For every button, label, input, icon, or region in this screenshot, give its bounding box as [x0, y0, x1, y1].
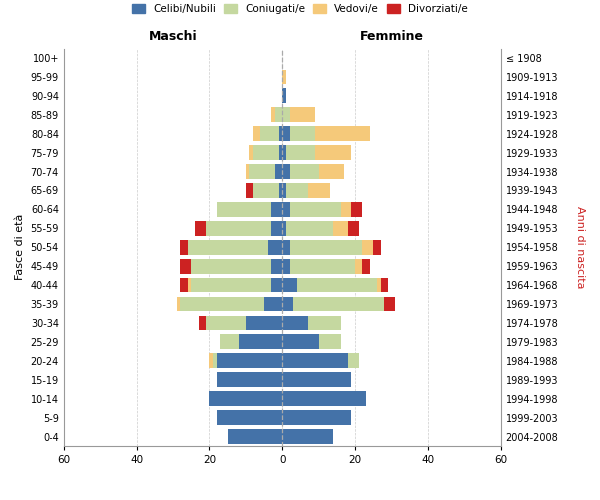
Bar	[253, 126, 260, 141]
Bar	[264, 296, 282, 312]
Bar	[253, 145, 278, 160]
Bar	[286, 183, 308, 198]
Bar	[290, 126, 315, 141]
Bar	[275, 164, 282, 179]
Bar	[275, 108, 282, 122]
Bar	[206, 316, 246, 330]
Bar	[282, 183, 286, 198]
Bar	[308, 316, 341, 330]
Bar	[348, 354, 359, 368]
Bar	[246, 183, 253, 198]
Bar	[319, 164, 344, 179]
Bar	[282, 354, 348, 368]
Bar	[227, 429, 282, 444]
Bar	[282, 108, 290, 122]
Bar	[282, 296, 293, 312]
Bar	[290, 259, 355, 274]
Bar	[271, 278, 282, 292]
Bar	[362, 259, 370, 274]
Bar	[282, 202, 290, 217]
Bar	[341, 202, 352, 217]
Bar	[206, 221, 271, 236]
Bar	[282, 410, 352, 425]
Bar	[191, 278, 271, 292]
Bar	[308, 183, 329, 198]
Bar	[250, 164, 275, 179]
Bar	[282, 316, 308, 330]
Bar	[290, 108, 315, 122]
Bar	[384, 296, 395, 312]
Bar	[239, 334, 282, 349]
Bar	[188, 240, 268, 254]
Bar	[220, 334, 239, 349]
Bar	[213, 354, 217, 368]
Y-axis label: Fasce di età: Fasce di età	[15, 214, 25, 280]
Bar	[250, 145, 253, 160]
Bar	[297, 278, 377, 292]
Bar	[217, 202, 271, 217]
Bar	[380, 278, 388, 292]
Bar	[282, 164, 290, 179]
Bar	[290, 164, 319, 179]
Bar	[209, 392, 282, 406]
Bar	[181, 296, 264, 312]
Bar	[278, 126, 282, 141]
Bar	[282, 126, 290, 141]
Bar	[290, 240, 362, 254]
Bar	[195, 221, 206, 236]
Bar	[246, 164, 250, 179]
Bar	[286, 145, 315, 160]
Bar	[286, 221, 333, 236]
Bar	[293, 296, 384, 312]
Bar	[282, 392, 366, 406]
Bar	[348, 221, 359, 236]
Legend: Celibi/Nubili, Coniugati/e, Vedovi/e, Divorziati/e: Celibi/Nubili, Coniugati/e, Vedovi/e, Di…	[128, 0, 472, 18]
Bar	[260, 126, 278, 141]
Bar	[271, 259, 282, 274]
Bar	[181, 259, 191, 274]
Bar	[217, 410, 282, 425]
Bar	[333, 221, 348, 236]
Bar	[209, 354, 213, 368]
Bar	[319, 334, 341, 349]
Bar	[362, 240, 373, 254]
Bar	[278, 145, 282, 160]
Bar	[271, 221, 282, 236]
Bar	[377, 278, 380, 292]
Bar	[282, 70, 286, 84]
Bar	[373, 240, 380, 254]
Bar	[181, 278, 188, 292]
Y-axis label: Anni di nascita: Anni di nascita	[575, 206, 585, 288]
Bar	[282, 278, 297, 292]
Bar	[199, 316, 206, 330]
Bar	[282, 429, 333, 444]
Bar	[282, 221, 286, 236]
Bar	[217, 354, 282, 368]
Bar	[352, 202, 362, 217]
Bar	[282, 88, 286, 103]
Bar	[282, 334, 319, 349]
Bar	[246, 316, 282, 330]
Bar	[176, 296, 181, 312]
Bar	[282, 372, 352, 387]
Bar	[181, 240, 188, 254]
Bar	[253, 183, 278, 198]
Bar	[282, 145, 286, 160]
Bar	[217, 372, 282, 387]
Bar	[268, 240, 282, 254]
Bar	[282, 240, 290, 254]
Bar	[271, 202, 282, 217]
Bar	[290, 202, 341, 217]
Bar	[191, 259, 271, 274]
Text: Maschi: Maschi	[149, 30, 197, 43]
Bar	[315, 145, 352, 160]
Text: Femmine: Femmine	[359, 30, 424, 43]
Bar	[271, 108, 275, 122]
Bar	[188, 278, 191, 292]
Bar	[278, 183, 282, 198]
Bar	[282, 259, 290, 274]
Bar	[355, 259, 362, 274]
Bar	[315, 126, 370, 141]
